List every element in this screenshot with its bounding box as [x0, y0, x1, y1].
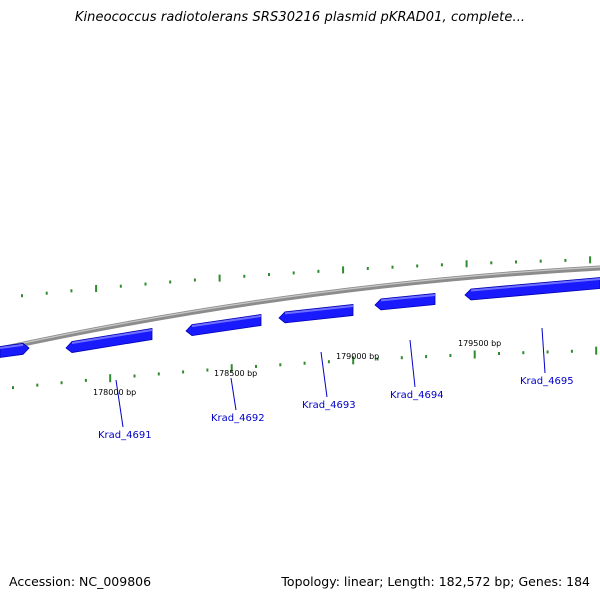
gene-arrow[interactable] [374, 293, 436, 311]
gene-arrow-highlight [470, 278, 600, 292]
gene-track [0, 277, 600, 358]
backbone-track [0, 265, 600, 352]
backbone-line [0, 265, 600, 352]
gene-label-krad-4695[interactable]: Krad_4695 [520, 376, 574, 387]
label-leader-line [320, 351, 328, 398]
label-leader-line [409, 339, 416, 388]
outer-tick-ring [21, 256, 592, 298]
gene-label-krad-4691[interactable]: Krad_4691 [98, 430, 152, 441]
accession-text: Accession: NC_009806 [9, 574, 152, 589]
bp-position-label: 178500 bp [214, 369, 257, 378]
inner-tick-ring [12, 346, 598, 390]
gene-arrow-highlight [380, 294, 436, 302]
gene-arrow-highlight [191, 315, 262, 328]
label-leader-line [115, 379, 124, 428]
gene-arrow-highlight [71, 329, 153, 345]
map-title: Kineococcus radiotolerans SRS30216 plasm… [74, 10, 526, 25]
gene-arrow[interactable] [464, 277, 600, 301]
gene-label-krad-4694[interactable]: Krad_4694 [390, 390, 444, 401]
gene-arrow[interactable] [185, 314, 262, 337]
label-leaders [115, 327, 546, 428]
label-leader-line [541, 327, 546, 374]
bp-position-label: 178000 bp [93, 388, 136, 397]
gene-arrow[interactable] [278, 304, 354, 324]
gene-label-krad-4692[interactable]: Krad_4692 [211, 413, 265, 424]
gene-arrow-highlight [0, 343, 24, 349]
backbone-highlight [0, 266, 600, 349]
label-layer: Krad_4691 Krad_4692 Krad_4693 Krad_4694 Krad… [93, 339, 574, 441]
bp-position-label: 179000 bp [336, 352, 379, 361]
gene-arrow-highlight [284, 305, 354, 315]
label-leader-line [230, 377, 237, 411]
gene-label-krad-4693[interactable]: Krad_4693 [302, 400, 356, 411]
bp-position-label: 179500 bp [458, 339, 501, 348]
genome-summary-text: Topology: linear; Length: 182,572 bp; Ge… [281, 574, 590, 589]
